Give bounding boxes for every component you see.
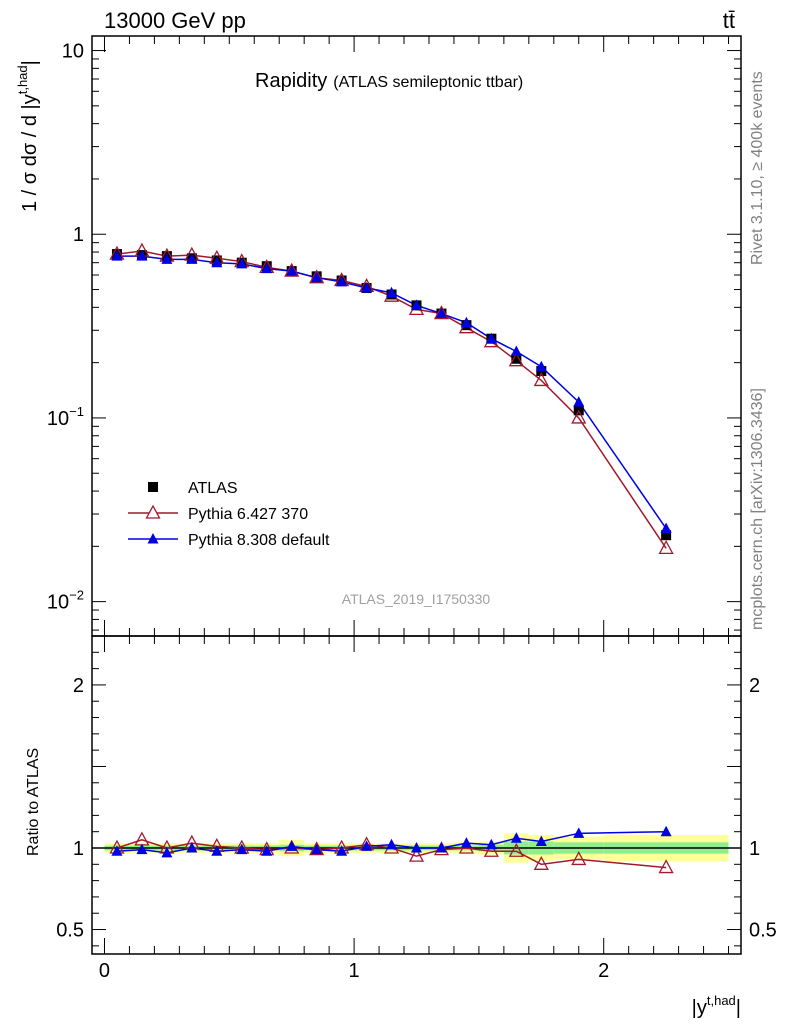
main-y-tick-label: 1 bbox=[73, 224, 84, 246]
main-y-tick-label: 10 bbox=[62, 41, 84, 63]
pythia8-ratio-point bbox=[460, 837, 472, 848]
main-y-axis-label: 1 / σ dσ / d |yt,had| bbox=[15, 60, 41, 212]
ratio-y-axis-label: Ratio to ATLAS bbox=[25, 748, 42, 856]
pythia8-point bbox=[186, 253, 198, 264]
main-series-layer bbox=[109, 242, 674, 555]
pythia8-ratio-point bbox=[485, 838, 497, 850]
header-process-label: 13000 GeV pp bbox=[104, 8, 246, 33]
pythia6-point bbox=[433, 305, 450, 320]
pythia6-ratio-point bbox=[533, 855, 549, 870]
pythia8-ratio-point bbox=[111, 845, 123, 856]
legend-marker-pythia6 bbox=[145, 504, 161, 519]
analysis-watermark: ATLAS_2019_I1750330 bbox=[342, 591, 491, 607]
legend-label-pythia8: Pythia 8.308 default bbox=[188, 532, 330, 549]
pythia6-ratio-point bbox=[309, 841, 325, 856]
ratio-y-tick-label-right: 1 bbox=[749, 838, 760, 860]
legend: ATLAS Pythia 6.427 370 Pythia 8.308 defaul… bbox=[128, 480, 330, 549]
ratio-frame bbox=[91, 635, 742, 955]
pythia8-ratio-point bbox=[510, 832, 522, 843]
pythia8-ratio-point bbox=[361, 840, 373, 851]
pythia6-ratio-point bbox=[408, 847, 425, 862]
pythia6-point bbox=[508, 352, 524, 367]
pythia6-ratio-point bbox=[658, 859, 674, 874]
pythia8-ratio-point bbox=[311, 843, 323, 855]
pythia6-ratio-point bbox=[571, 851, 587, 866]
pythia6-point bbox=[533, 372, 549, 387]
plot-subtitle: (ATLAS semileptonic ttbar) bbox=[333, 74, 523, 91]
pythia6-point bbox=[284, 262, 300, 277]
ratio-y-tick-label: 0.5 bbox=[56, 920, 84, 942]
main-axes: 10 1 10−1 10−2 bbox=[47, 35, 742, 637]
pythia8-ratio-point bbox=[236, 843, 248, 855]
pythia8-ratio-point bbox=[535, 835, 547, 846]
pythia8-point bbox=[261, 262, 273, 274]
pythia8-point bbox=[485, 332, 497, 344]
pythia8-point bbox=[311, 271, 323, 283]
ratio-series-layer bbox=[109, 825, 674, 874]
pythia8-ratio-point bbox=[336, 845, 348, 856]
pythia8-ratio-point bbox=[211, 845, 223, 856]
pythia8-ratio-point bbox=[435, 842, 447, 853]
ratio-y-tick-label-right: 2 bbox=[749, 675, 760, 697]
pythia8-point bbox=[161, 253, 173, 264]
pythia8-ratio-point bbox=[161, 846, 173, 858]
pythia8-ratio-point bbox=[286, 840, 298, 851]
pythia8-point bbox=[660, 522, 672, 534]
legend-label-atlas: ATLAS bbox=[188, 480, 238, 497]
pythia6-point bbox=[571, 409, 587, 424]
pythia8-point bbox=[411, 299, 422, 310]
pythia6-point bbox=[658, 539, 674, 555]
ratio-y-tick-label: 1 bbox=[73, 838, 84, 860]
ratio-axes: 2 2 1 1 0.5 0.5 0 1 2 bbox=[56, 635, 777, 982]
pythia8-ratio-point bbox=[411, 842, 422, 853]
pythia8-ratio-point bbox=[660, 825, 672, 837]
pythia8-point bbox=[361, 281, 373, 293]
pythia8-ratio-point bbox=[186, 842, 198, 853]
legend-marker-atlas bbox=[148, 482, 158, 492]
pythia6-ratio-point bbox=[483, 842, 499, 857]
pythia8-point bbox=[136, 250, 148, 261]
ratio-y-tick-label-right: 0.5 bbox=[749, 920, 777, 942]
x-axis-label: |yt,had| bbox=[692, 993, 741, 1019]
x-tick-label: 1 bbox=[349, 960, 360, 982]
pythia8-point bbox=[535, 360, 547, 372]
pythia8-point bbox=[510, 345, 522, 356]
pythia8-point bbox=[236, 257, 248, 269]
main-y-tick-label: 10−1 bbox=[47, 404, 84, 430]
pythia8-point bbox=[435, 307, 447, 319]
plot-title: Rapidity (ATLAS semileptonic ttbar) bbox=[255, 70, 523, 92]
pythia8-point bbox=[336, 275, 348, 287]
pythia8-ratio-point bbox=[386, 838, 398, 850]
pythia6-ratio-point bbox=[134, 831, 150, 846]
pythia8-ratio-point bbox=[573, 827, 585, 838]
pythia8-point bbox=[286, 265, 298, 276]
pythia8-point bbox=[211, 256, 223, 268]
x-tick-label: 0 bbox=[99, 960, 110, 982]
legend-marker-pythia8 bbox=[147, 533, 159, 544]
pythia6-point bbox=[309, 269, 325, 284]
header-ttbar-label: tt̄ bbox=[723, 8, 735, 33]
atlas-point bbox=[661, 530, 672, 541]
ratio-y-tick-label: 2 bbox=[73, 675, 84, 697]
main-y-tick-label: 10−2 bbox=[47, 588, 84, 614]
legend-label-pythia6: Pythia 6.427 370 bbox=[188, 506, 308, 523]
pythia8-point bbox=[460, 316, 472, 328]
pythia8-point bbox=[111, 250, 123, 261]
pythia8-point bbox=[573, 396, 585, 407]
pythia8-ratio-point bbox=[261, 845, 273, 856]
pythia8-point bbox=[386, 286, 398, 298]
pythia8-ratio-point bbox=[136, 843, 148, 855]
mcplots-label: mcplots.cern.ch [arXiv:1306.3436] bbox=[749, 388, 766, 630]
x-tick-label: 2 bbox=[598, 960, 609, 982]
atlas-point bbox=[511, 353, 522, 364]
rivet-version-label: Rivet 3.1.10, ≥ 400k events bbox=[749, 71, 766, 265]
pythia6-ratio-point bbox=[508, 842, 524, 857]
